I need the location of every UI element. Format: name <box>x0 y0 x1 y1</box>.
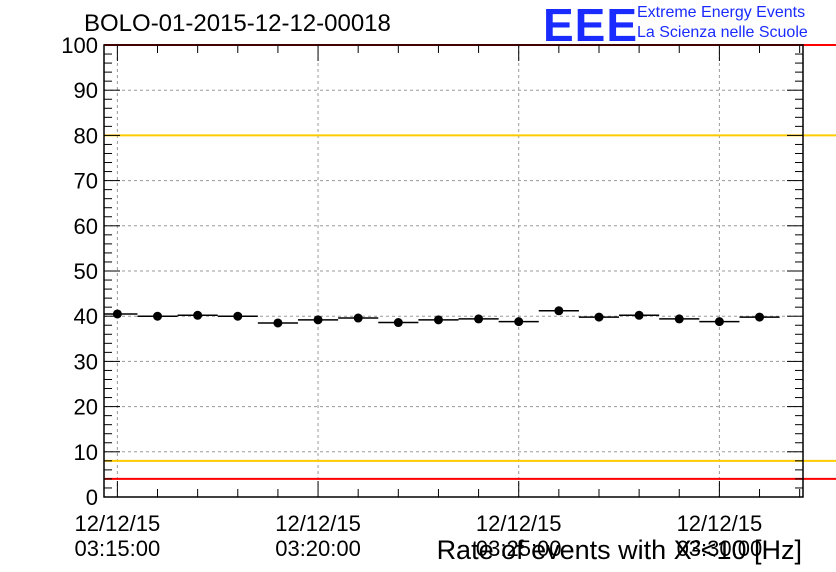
x-tick-labels: 12/12/1503:15:0012/12/1503:20:0012/12/15… <box>75 511 763 561</box>
chart-title: BOLO-01-2015-12-12-00018 <box>84 10 391 37</box>
y-tick-label: 40 <box>74 304 98 329</box>
data-point <box>393 318 403 328</box>
grid <box>104 45 803 497</box>
data-point <box>634 310 644 320</box>
x-tick-label-date: 12/12/15 <box>677 511 763 536</box>
data-points <box>104 306 780 328</box>
data-point <box>474 314 484 324</box>
y-tick-label: 50 <box>74 259 98 284</box>
eee-logo-mark: EEE <box>543 0 639 51</box>
x-tick-label-time: 03:30:00 <box>677 536 763 561</box>
reference-lines <box>104 44 836 480</box>
y-tick-label: 70 <box>74 169 98 194</box>
data-point <box>193 310 203 320</box>
data-point <box>594 312 604 322</box>
data-point <box>233 311 243 321</box>
y-tick-label: 90 <box>74 78 98 103</box>
data-point <box>674 314 684 324</box>
logo-line-2: La Scienza nelle Scuole <box>637 24 808 41</box>
data-point <box>313 315 323 325</box>
y-tick-label: 10 <box>74 440 98 465</box>
y-tick-label: 100 <box>61 33 98 58</box>
data-point <box>353 313 363 323</box>
x-tick-label-date: 12/12/15 <box>476 511 562 536</box>
y-tick-label: 80 <box>74 123 98 148</box>
x-tick-label-time: 03:20:00 <box>275 536 361 561</box>
x-tick-label-time: 03:25:00 <box>476 536 562 561</box>
data-point <box>554 306 564 316</box>
x-tick-label-date: 12/12/15 <box>75 511 161 536</box>
data-point <box>112 309 122 319</box>
y-tick-label: 20 <box>74 395 98 420</box>
data-point <box>714 317 724 327</box>
data-point <box>273 318 283 328</box>
x-axis-title: Rate of events with X²<10 [Hz] <box>436 535 802 565</box>
y-tick-label: 30 <box>74 349 98 374</box>
data-point <box>153 311 163 321</box>
data-point <box>514 317 524 327</box>
y-tick-labels: 0 10 20 30 40 50 60 70 80 90 100 <box>61 33 98 510</box>
y-tick-label: 60 <box>74 214 98 239</box>
x-tick-label-date: 12/12/15 <box>275 511 361 536</box>
y-tick-label: 0 <box>86 485 98 510</box>
data-point <box>433 315 443 325</box>
data-point <box>755 312 765 322</box>
eee-logo: EEE Extreme Energy Events La Scienza nel… <box>543 0 833 51</box>
axis-ticks <box>104 44 803 498</box>
logo-line-1: Extreme Energy Events <box>637 4 806 21</box>
x-tick-label-time: 03:15:00 <box>75 536 161 561</box>
